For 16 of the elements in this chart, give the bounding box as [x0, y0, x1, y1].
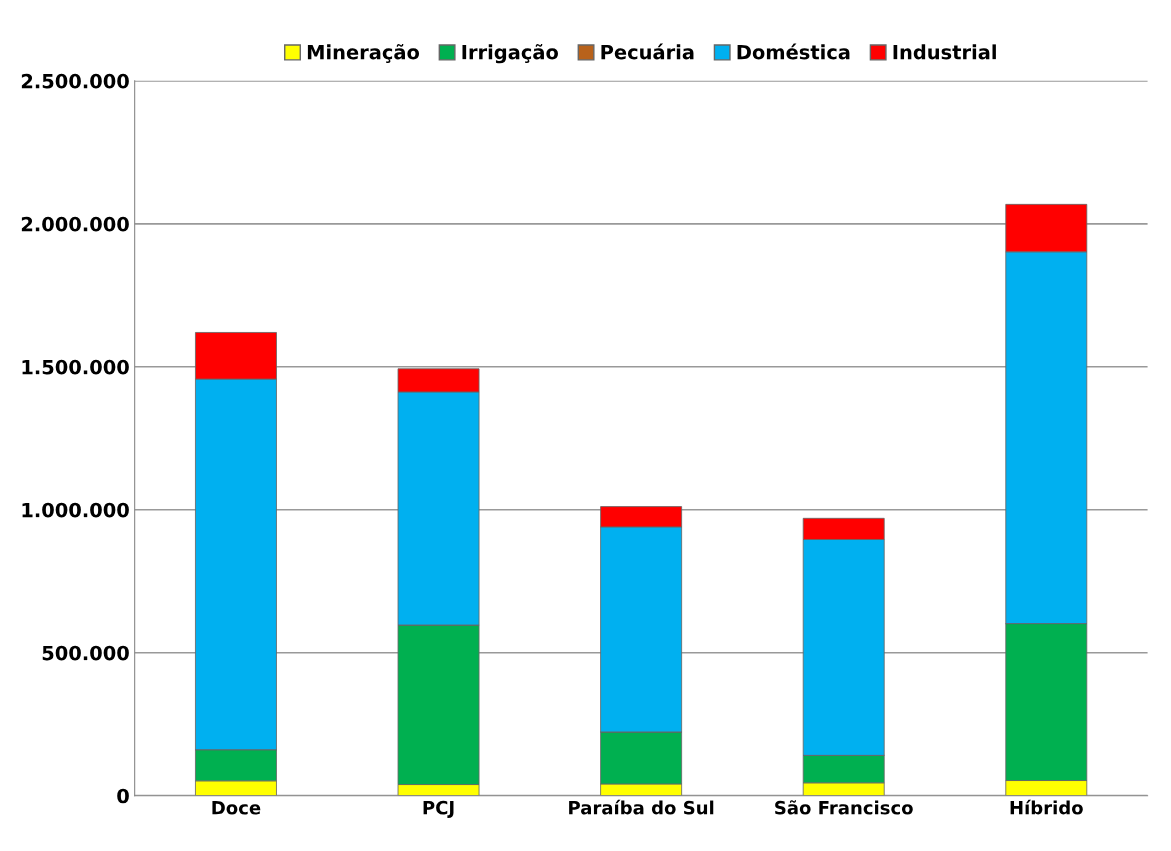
x-tick-label: São Francisco	[775, 800, 913, 815]
y-tick-label: 500.000	[42, 645, 129, 661]
y-tick-label: 2.000.000	[21, 216, 129, 232]
y-tick-label: 2.500.000	[21, 73, 129, 89]
x-tick-label: Paraíba do Sul	[569, 799, 714, 815]
y-tick-label: 1.500.000	[22, 359, 129, 375]
x-tick-label: PCJ	[423, 800, 454, 818]
legend-label: Doméstica	[737, 43, 850, 60]
x-tick-label: Híbrido	[1010, 799, 1083, 815]
legend-label: Industrial	[893, 44, 996, 60]
legend-label: Irrigação	[462, 44, 558, 64]
legend-label: Mineração	[307, 44, 420, 63]
x-tick-label: Doce	[212, 801, 261, 815]
legend-label: Pecuária	[601, 43, 694, 60]
y-tick-label: 0	[117, 788, 129, 804]
y-tick-label: 1.000.000	[22, 502, 129, 518]
